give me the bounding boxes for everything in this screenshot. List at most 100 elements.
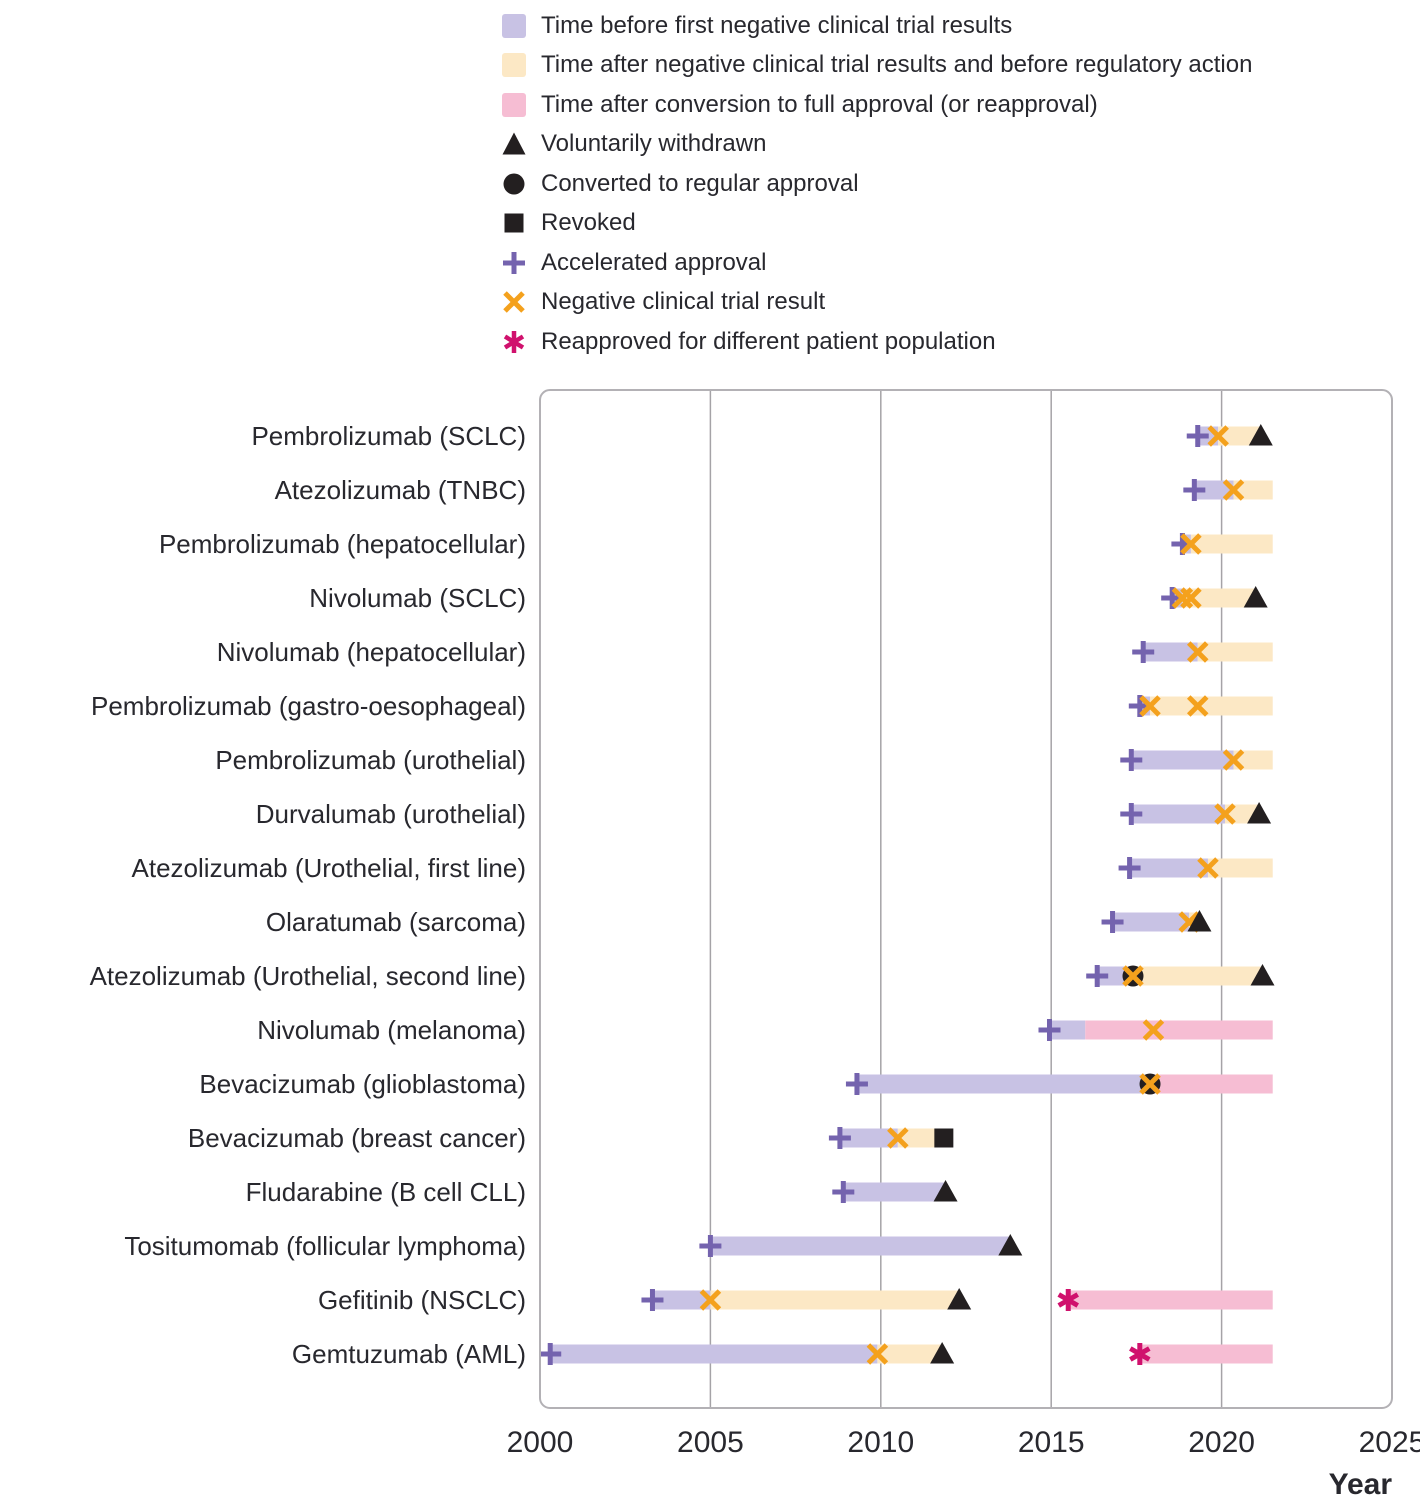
- marker-accelerated-approval: [1120, 749, 1143, 771]
- bar-segment-before-negative: [1143, 642, 1198, 662]
- bar-segment-after-negative: [1233, 480, 1273, 500]
- marker-accelerated-approval: [1132, 641, 1155, 663]
- marker-accelerated-approval: [1186, 425, 1209, 447]
- asterisk: [503, 330, 525, 353]
- bar-segment-before-negative: [1129, 858, 1208, 878]
- timeline-row: Durvalumab (urothelial): [256, 799, 1272, 829]
- legend-item-after-conversion: Time after conversion to full approval (…: [499, 85, 1252, 125]
- marker-negative-trial: [1139, 695, 1161, 717]
- row-label: Durvalumab (urothelial): [256, 799, 526, 829]
- legend-item-converted: Converted to regular approval: [499, 164, 1252, 204]
- x-tick-label: 2010: [847, 1426, 914, 1459]
- marker-negative-trial: [699, 1289, 722, 1311]
- negative-trial-x-icon: [499, 287, 529, 317]
- row-label: Pembrolizumab (gastro-oesophageal): [91, 691, 526, 721]
- timeline-row: Tositumomab (follicular lymphoma): [124, 1231, 1023, 1261]
- marker-accelerated-approval: [828, 1127, 851, 1149]
- legend-label: Negative clinical trial result: [541, 288, 826, 316]
- plot-border: [539, 389, 1393, 1409]
- bar-glyph: [502, 13, 526, 38]
- legend-item-withdrawn: Voluntarily withdrawn: [499, 125, 1252, 165]
- x-tick-label: 2020: [1188, 1426, 1255, 1459]
- timeline-row: Olaratumab (sarcoma): [266, 907, 1212, 937]
- row-label: Atezolizumab (Urothelial, second line): [90, 961, 526, 991]
- x-tick-label: 2025: [1359, 1426, 1420, 1459]
- row-label: Bevacizumab (breast cancer): [188, 1123, 526, 1153]
- timeline-row: Gefitinib (NSCLC): [318, 1285, 1273, 1315]
- bar-segment-after-negative: [1218, 426, 1261, 446]
- marker-withdrawn-triangle: [1250, 964, 1275, 986]
- bar-segment-before-negative: [652, 1290, 711, 1310]
- bar-segment-after-negative: [1150, 696, 1273, 716]
- row-label: Atezolizumab (Urothelial, first line): [132, 853, 526, 883]
- bar-segment-after-conversion: [1139, 1344, 1273, 1364]
- revoked-square-icon: [499, 208, 529, 238]
- x-tick-label: 2000: [507, 1426, 574, 1459]
- before-negative-swatch: [499, 11, 529, 41]
- legend-label: Converted to regular approval: [541, 169, 859, 197]
- marker-withdrawn-triangle: [1247, 802, 1272, 824]
- timeline-row: Bevacizumab (breast cancer): [188, 1123, 954, 1153]
- x-glyph: [503, 291, 525, 314]
- bar-segment-after-negative: [877, 1344, 943, 1364]
- swatch: [502, 13, 526, 38]
- row-label: Olaratumab (sarcoma): [266, 907, 526, 937]
- square-glyph: [504, 213, 524, 233]
- x: [503, 291, 525, 314]
- marker-accelerated-approval: [1183, 479, 1206, 501]
- x-axis-label: Year: [1329, 1468, 1393, 1498]
- marker-accelerated-approval: [699, 1235, 722, 1257]
- marker-negative-trial: [1142, 1019, 1165, 1041]
- legend-label: Time before first negative clinical tria…: [541, 11, 1013, 39]
- timeline-row: Pembrolizumab (SCLC): [251, 421, 1273, 451]
- row-label: Pembrolizumab (hepatocellular): [159, 529, 526, 559]
- legend-item-revoked: Revoked: [499, 204, 1252, 244]
- timeline-row: Bevacizumab (glioblastoma): [199, 1069, 1273, 1099]
- accelerated-approval-plus-icon: [499, 248, 529, 278]
- marker-negative-trial: [1197, 857, 1219, 879]
- marker-negative-trial: [1186, 641, 1209, 663]
- row-label: Pembrolizumab (SCLC): [251, 421, 526, 451]
- marker-reapproved-asterisk: [1129, 1343, 1151, 1365]
- marker-negative-trial: [1207, 425, 1229, 447]
- reapproved-asterisk-icon: [499, 327, 529, 357]
- bar-segment-before-negative: [710, 1236, 1011, 1256]
- legend-item-reapproved: Reapproved for different patient populat…: [499, 322, 1252, 362]
- legend-label: Time after conversion to full approval (…: [541, 90, 1098, 118]
- row-label: Tositumomab (follicular lymphoma): [124, 1231, 526, 1261]
- row-label: Nivolumab (melanoma): [257, 1015, 526, 1045]
- triangle-glyph: [502, 132, 526, 155]
- timeline-row: Pembrolizumab (gastro-oesophageal): [91, 691, 1273, 721]
- legend-item-after-negative: Time after negative clinical trial resul…: [499, 46, 1252, 86]
- circle: [503, 173, 525, 195]
- marker-negative-trial: [1122, 965, 1144, 987]
- bar-segment-before-negative: [1131, 804, 1226, 824]
- legend-label: Reapproved for different patient populat…: [541, 327, 996, 355]
- timeline-row: Nivolumab (SCLC): [309, 583, 1268, 613]
- after-negative-swatch: [499, 50, 529, 80]
- timeline-row: Atezolizumab (Urothelial, first line): [132, 853, 1273, 883]
- timeline-row: Pembrolizumab (urothelial): [215, 745, 1273, 775]
- triangle: [502, 132, 526, 155]
- marker-reapproved-asterisk: [1057, 1289, 1079, 1311]
- marker-accelerated-approval: [845, 1073, 868, 1095]
- row-label: Nivolumab (hepatocellular): [217, 637, 526, 667]
- marker-withdrawn-triangle: [947, 1288, 972, 1310]
- bar-segment-after-conversion: [1085, 1020, 1273, 1040]
- bar-segment-before-negative: [1049, 1020, 1086, 1040]
- marker-accelerated-approval: [1118, 857, 1141, 879]
- marker-withdrawn-triangle: [1248, 424, 1273, 446]
- marker-accelerated-approval: [1101, 911, 1124, 933]
- x-tick-label: 2015: [1018, 1426, 1085, 1459]
- withdrawn-triangle-icon: [499, 129, 529, 159]
- bar-segment-after-conversion: [1150, 1074, 1273, 1094]
- plus: [503, 251, 525, 274]
- marker-negative-trial: [1180, 533, 1202, 555]
- timeline-row: Gemtuzumab (AML): [292, 1339, 1273, 1369]
- marker-withdrawn-triangle: [933, 1180, 958, 1202]
- bar-segment-before-negative: [1131, 750, 1234, 770]
- after-conversion-swatch: [499, 90, 529, 120]
- legend-item-negative-trial: Negative clinical trial result: [499, 283, 1252, 323]
- row-label: Fludarabine (B cell CLL): [246, 1177, 526, 1207]
